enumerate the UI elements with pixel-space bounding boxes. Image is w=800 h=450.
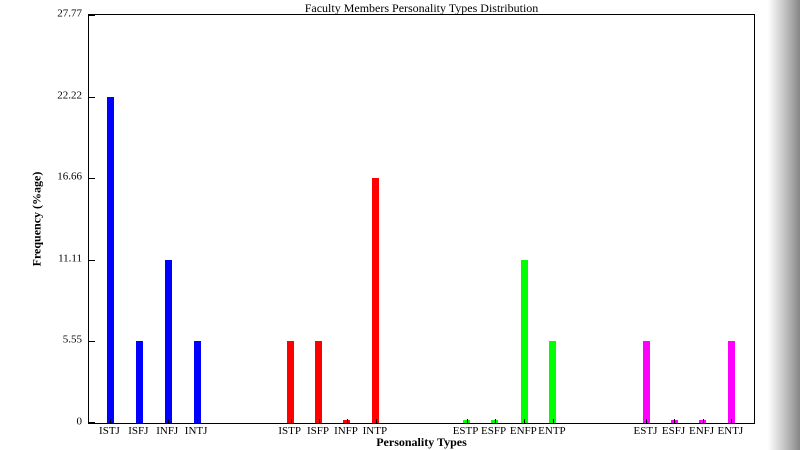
x-tick-mark [524,419,525,423]
x-tick-label: INTJ [184,425,208,437]
x-tick-mark [674,419,675,423]
x-tick-label: ISFP [306,425,329,437]
x-tick-label: ENTJ [717,425,744,437]
y-tick-label: 0 [76,415,83,428]
x-tick-label: ESFP [481,425,507,437]
x-tick-mark [110,419,111,423]
bar-INFP [343,420,350,423]
x-tick-mark [347,419,348,423]
x-tick-label: ESFJ [661,425,686,437]
x-tick-mark [646,419,647,423]
bar-INFJ [165,260,172,423]
bar-ISFJ [136,341,143,423]
bar-ESTP [463,420,470,423]
x-tick-label: ESTJ [633,425,658,437]
bar-ENTP [549,341,556,423]
x-tick-mark [291,419,292,423]
y-tick-label: 16.66 [57,170,82,183]
bar-ESFP [491,420,498,423]
x-tick-mark [467,419,468,423]
x-axis-label: Personality Types [376,435,467,449]
x-tick-mark [168,419,169,423]
y-tick-mark [89,260,95,261]
bar-ESTJ [643,341,650,423]
y-tick-label: 27.77 [57,7,82,20]
bar-ISTP [287,341,294,423]
y-tick-label: 22.22 [57,89,82,102]
x-tick-label: INFJ [156,425,179,437]
y-tick-mark [89,422,95,423]
bar-ENTJ [728,341,735,423]
x-tick-mark [495,419,496,423]
x-tick-mark [319,419,320,423]
bar-ENFJ [699,420,706,423]
y-tick-mark [89,15,95,16]
x-tick-label: ISTJ [99,425,120,437]
y-tick-mark [89,341,95,342]
x-tick-label: INTP [362,425,388,437]
x-tick-label: ISFJ [128,425,149,437]
y-axis: 0 5.55 11.11 16.66 22.22 27.77 [0,8,85,427]
y-tick-label: 5.55 [62,333,82,346]
x-tick-mark [139,419,140,423]
window-edge-gradient [768,0,800,450]
x-tick-mark [376,419,377,423]
x-tick-label: ENFP [509,425,537,437]
x-tick-mark [731,419,732,423]
x-tick-label: INFP [334,425,358,437]
bar-ENFP [521,260,528,423]
x-tick-label: ESTP [452,425,479,437]
bar-INTJ [194,341,201,423]
bar-ISTJ [107,97,114,423]
plot-area [88,14,755,424]
x-tick-mark [197,419,198,423]
x-axis: ISTJ ISFJ INFJ INTJ ISTP ISFP INFP INTP ESTP ESFP… [88,425,755,438]
bar-ISFP [315,341,322,423]
x-tick-mark [553,419,554,423]
x-tick-label: ENTP [538,425,566,437]
y-tick-label: 11.11 [58,252,82,265]
x-tick-mark [703,419,704,423]
y-tick-mark [89,97,95,98]
bar-INTP [372,178,379,423]
y-tick-mark [89,178,95,179]
x-tick-label: ISTP [278,425,301,437]
chart-title: Faculty Members Personality Types Distri… [304,1,539,15]
x-tick-label: ENFJ [688,425,715,437]
